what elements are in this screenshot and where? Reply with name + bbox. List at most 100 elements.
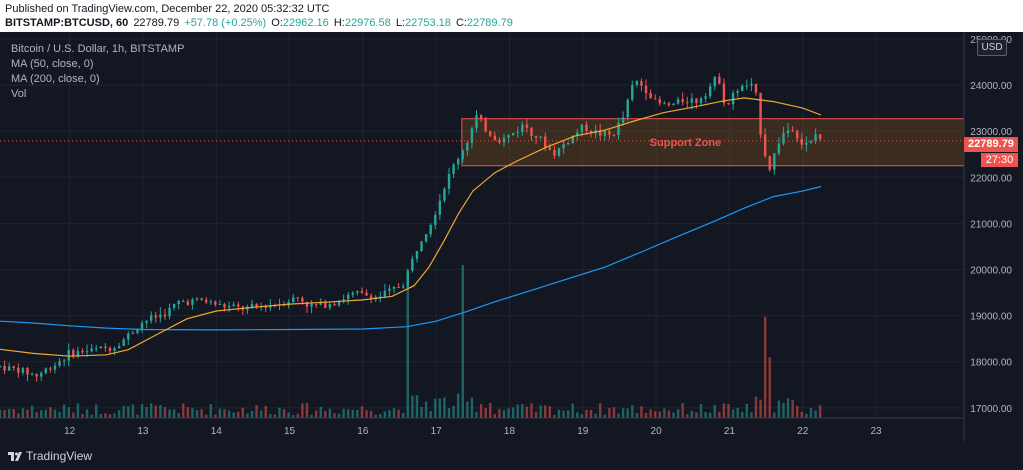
volume-bar bbox=[127, 406, 130, 418]
candle-body bbox=[383, 290, 387, 297]
candle-body bbox=[443, 188, 446, 201]
candle-body bbox=[250, 303, 254, 307]
candle-body bbox=[722, 83, 726, 104]
candle-body bbox=[686, 102, 689, 104]
time-tick-label: 22 bbox=[797, 426, 809, 437]
volume-bar bbox=[447, 408, 451, 418]
candle-body bbox=[438, 200, 442, 215]
support-zone-label: Support Zone bbox=[650, 137, 722, 149]
candle-body bbox=[617, 122, 620, 136]
volume-bar bbox=[580, 414, 584, 418]
volume-bar bbox=[104, 413, 107, 418]
candle-body bbox=[90, 348, 93, 352]
volume-bar bbox=[81, 413, 84, 418]
close-label: C: bbox=[455, 17, 467, 29]
volume-bar bbox=[658, 411, 661, 418]
volume-bar bbox=[264, 405, 267, 418]
tradingview-logo[interactable]: TradingView bbox=[8, 449, 92, 463]
candle-body bbox=[484, 118, 487, 132]
candle-body bbox=[200, 298, 203, 300]
volume-bar bbox=[718, 411, 721, 418]
candle-body bbox=[420, 241, 423, 251]
volume-bar bbox=[411, 395, 414, 418]
volume-bar bbox=[136, 414, 139, 418]
volume-bar bbox=[544, 405, 547, 418]
volume-bar bbox=[621, 408, 625, 418]
candle-body bbox=[411, 258, 414, 271]
candle-body bbox=[544, 136, 547, 148]
volume-bar bbox=[223, 409, 226, 418]
volume-bar bbox=[388, 410, 391, 418]
grid-lines bbox=[0, 32, 964, 418]
price-tick-label: 23000.00 bbox=[970, 127, 1012, 138]
candle-body bbox=[539, 136, 542, 138]
volume-bar bbox=[209, 404, 212, 418]
volume-bar bbox=[672, 412, 675, 418]
candle-body bbox=[424, 234, 428, 242]
candle-body bbox=[314, 304, 318, 306]
candle-body bbox=[232, 304, 235, 307]
volume-bar bbox=[177, 412, 180, 418]
candle-body bbox=[53, 365, 57, 370]
volume-bar bbox=[392, 408, 396, 418]
volume-bar bbox=[759, 399, 762, 418]
legend-ma50[interactable]: MA (50, close, 0) bbox=[11, 58, 94, 70]
candle-body bbox=[791, 130, 794, 132]
candle-body bbox=[741, 85, 744, 92]
volume-bar bbox=[745, 403, 749, 418]
candle-body bbox=[30, 373, 34, 375]
candle-body bbox=[759, 92, 762, 135]
candle-body bbox=[672, 103, 675, 106]
candle-body bbox=[777, 143, 781, 154]
volume-bar bbox=[768, 357, 771, 418]
volume-bar bbox=[131, 404, 135, 418]
volume-bar bbox=[310, 414, 313, 418]
volume-bar bbox=[232, 412, 235, 418]
volume-bar bbox=[704, 412, 707, 418]
volume-bar bbox=[649, 409, 652, 418]
legend-volume[interactable]: Vol bbox=[11, 88, 27, 100]
volume-bar bbox=[809, 408, 813, 418]
volume-bar bbox=[534, 411, 538, 418]
volume-bar bbox=[250, 410, 254, 418]
legend-title: Bitcoin / U.S. Dollar, 1h, BITSTAMP bbox=[11, 43, 185, 55]
candle-body bbox=[182, 300, 185, 302]
volume-bar bbox=[452, 405, 455, 418]
volume-bar bbox=[805, 413, 808, 418]
published-text: Published on TradingView.com, December 2… bbox=[5, 3, 330, 15]
tradingview-logo-text: TradingView bbox=[26, 449, 93, 463]
legend-ma200[interactable]: MA (200, close, 0) bbox=[11, 73, 100, 85]
candle-body bbox=[493, 135, 497, 141]
volume-bar bbox=[324, 411, 327, 418]
volume-bar bbox=[777, 400, 781, 418]
volume-bar bbox=[154, 405, 157, 418]
volume-bar bbox=[786, 398, 790, 418]
candle-body bbox=[195, 298, 199, 300]
candle-body bbox=[566, 142, 570, 145]
price-tick-label: 18000.00 bbox=[970, 358, 1012, 369]
candle-body bbox=[159, 314, 162, 318]
candle-body bbox=[356, 291, 359, 293]
volume-bar bbox=[0, 409, 2, 418]
candle-body bbox=[580, 124, 584, 133]
candle-body bbox=[305, 301, 309, 307]
volume-bar bbox=[319, 406, 322, 418]
price-change: +57.78 (+0.25%) bbox=[184, 17, 267, 29]
candle-body bbox=[521, 124, 524, 132]
volume-bar bbox=[337, 413, 341, 418]
candle-body bbox=[782, 133, 785, 144]
currency-button[interactable]: USD bbox=[977, 39, 1007, 56]
volume-bar bbox=[296, 413, 300, 418]
volume-bar bbox=[557, 409, 561, 418]
volume-bar bbox=[612, 407, 616, 418]
candle-body bbox=[301, 298, 304, 302]
volume-bar bbox=[617, 413, 620, 418]
volume-bar bbox=[53, 409, 57, 418]
candle-body bbox=[800, 138, 804, 145]
candle-body bbox=[470, 128, 474, 143]
volume-bar bbox=[397, 409, 400, 418]
price-chart[interactable]: Support Zone 17000.00 18000.00 19000.00 200… bbox=[0, 32, 1023, 441]
volume-bar bbox=[191, 407, 194, 418]
volume-bar bbox=[113, 413, 116, 418]
volume-bar bbox=[95, 404, 98, 418]
